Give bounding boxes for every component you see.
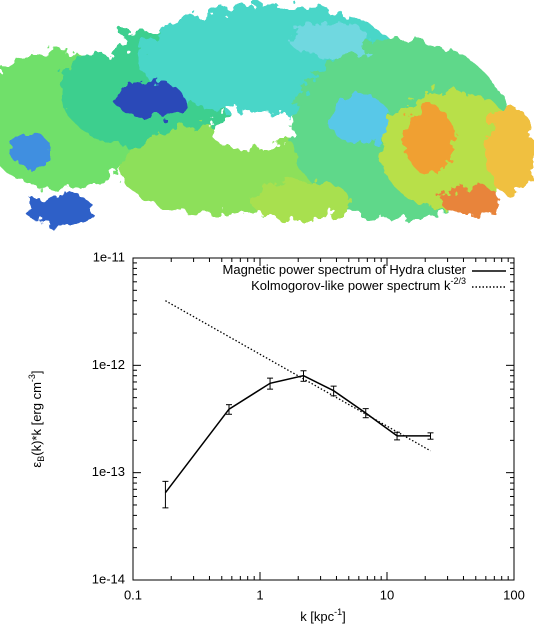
y-label-text: ε <box>29 462 44 468</box>
y-tick-label: 1e-13 <box>92 464 125 479</box>
x-label-sup: -1 <box>334 607 342 617</box>
legend-sup: -2/3 <box>450 276 466 286</box>
series-line <box>165 300 431 452</box>
x-tick-label: 1 <box>256 587 263 602</box>
series-line <box>164 374 431 494</box>
legend-label: Magnetic power spectrum of Hydra cluster <box>223 262 467 277</box>
plot-frame <box>132 257 515 581</box>
error-bar <box>362 408 369 419</box>
y-label-sup: -3 <box>27 374 37 382</box>
legend-label: Kolmogorov-like power spectrum k-2/3 <box>251 276 466 293</box>
error-bar <box>225 404 232 415</box>
legend-text: Kolmogorov-like power spectrum k <box>251 278 451 293</box>
error-bar <box>427 432 434 440</box>
y-axis-label: εB(k)*k [erg cm-3] <box>27 370 46 467</box>
legend-text: Magnetic power spectrum of Hydra cluster <box>223 262 467 277</box>
error-bar <box>162 480 169 509</box>
error-bar <box>330 385 337 397</box>
error-bar <box>267 377 274 390</box>
x-label-end: ] <box>342 609 346 624</box>
y-label-sub: B <box>36 456 46 462</box>
y-label-mid: (k)*k [erg cm <box>29 382 44 456</box>
y-label-end: ] <box>29 370 44 374</box>
rotation-measure-map <box>0 0 534 225</box>
x-axis-label: k [kpc-1] <box>300 607 346 624</box>
y-tick-label: 1e-14 <box>92 571 125 586</box>
y-tick-label: 1e-12 <box>92 357 125 372</box>
y-tick-label: 1e-11 <box>93 249 125 264</box>
x-tick-label: 100 <box>503 587 525 602</box>
x-label-text: k [kpc <box>300 609 334 624</box>
error-bar <box>300 370 307 382</box>
x-tick-label: 0.1 <box>124 587 142 602</box>
x-tick-label: 10 <box>380 587 394 602</box>
